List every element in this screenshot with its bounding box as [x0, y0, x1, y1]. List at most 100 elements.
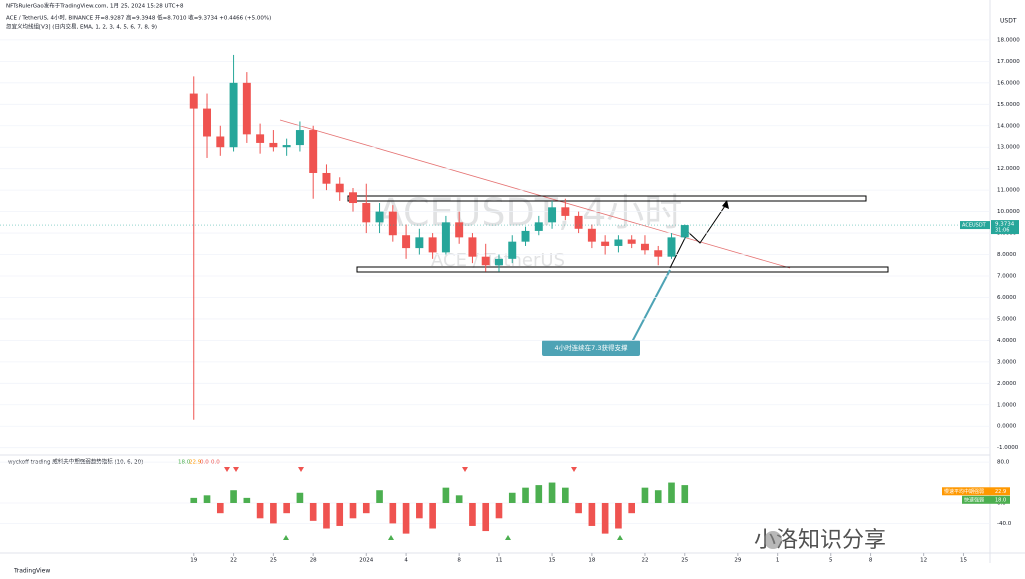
x-tick-label: 11	[495, 558, 502, 564]
y-tick-label: 0.0000	[997, 424, 1017, 430]
x-tick-label: 1	[776, 558, 780, 564]
callout-pointer	[631, 269, 671, 343]
histogram-bar	[588, 502, 596, 526]
y-tick-label: 3.0000	[997, 359, 1017, 365]
indicator-readout: 22.9	[189, 460, 202, 466]
candle-body	[680, 225, 689, 238]
histogram-bar	[389, 502, 397, 524]
x-tick-label: 22	[230, 558, 237, 564]
signal-marker	[505, 535, 511, 540]
callout-box	[542, 340, 640, 356]
candle-body	[521, 230, 530, 242]
candle-body	[561, 207, 570, 216]
candle-body	[309, 130, 318, 173]
slow-tag: 慢速平均中期强弱	[944, 488, 984, 495]
histogram-bar	[548, 482, 556, 503]
candle-body	[614, 239, 623, 246]
y-tick-label: 11.0000	[997, 188, 1020, 194]
y-tick-label: 10.0000	[997, 209, 1020, 215]
wechat-icon	[764, 531, 782, 549]
fast-value-box	[992, 495, 1010, 504]
indicator-readout: 18.0	[178, 460, 191, 466]
candle-body	[601, 241, 610, 246]
histogram-bar	[362, 502, 370, 514]
currency-label: USDT	[1000, 18, 1017, 25]
histogram-bar	[668, 482, 675, 503]
candle-body	[375, 211, 384, 223]
x-tick-label: 25	[681, 558, 688, 564]
fast-tag-box	[962, 495, 992, 504]
watermark-symbol: ACEUSDT, 4小时	[378, 191, 683, 235]
signal-marker	[617, 535, 623, 540]
indicator-title: wyckoff trading 威科夫中期强弱趋势指标 (10, 6, 20)	[8, 458, 143, 466]
price-tag-symbol: ACEUSDT	[962, 223, 987, 229]
candle-body	[402, 235, 411, 249]
candle-body	[362, 203, 371, 223]
indicator-readout: 0.0	[211, 460, 220, 466]
arrow-head	[722, 200, 729, 209]
candle-body	[189, 93, 198, 109]
candle-body	[349, 192, 357, 204]
histogram-bar	[243, 497, 251, 503]
candle-body	[428, 237, 437, 253]
y-tick-label: 7.0000	[997, 274, 1017, 280]
candle-body	[335, 183, 344, 193]
x-tick-label: 5	[829, 558, 833, 564]
histogram-bar	[641, 487, 649, 503]
path-arrow	[669, 202, 728, 269]
candle-body	[468, 237, 477, 257]
candle-body	[574, 215, 583, 229]
resistance-box	[347, 195, 867, 202]
candle-body	[282, 145, 291, 148]
candle-body	[654, 250, 663, 257]
x-tick-label: 15	[960, 558, 967, 564]
y-tick-label: 15.0000	[997, 102, 1020, 108]
signal-marker	[224, 467, 230, 472]
candle-body	[322, 172, 331, 184]
candle-body	[242, 82, 251, 135]
x-tick-label: 4	[404, 558, 408, 564]
x-tick-label: 2024	[359, 558, 373, 564]
histogram-bar	[429, 502, 436, 529]
histogram-bar	[455, 495, 463, 503]
candle-body	[441, 222, 450, 253]
price-tag-countdown: 31:06	[995, 228, 1009, 234]
indicator-readout: 0.0	[200, 460, 209, 466]
x-tick-label: 8	[869, 558, 873, 564]
candle-body	[508, 241, 517, 259]
support-box	[356, 266, 889, 273]
candle-body	[203, 108, 212, 137]
y-tick-label: -1.0000	[997, 445, 1019, 451]
callout-text: 4小时连续在7.3获得支撑	[555, 343, 628, 352]
histogram-bar	[336, 502, 344, 526]
histogram-bar	[495, 502, 503, 519]
y-tick-label: 8.0000	[997, 252, 1017, 258]
x-tick-label: 18	[588, 558, 595, 564]
x-tick-label: 28	[310, 558, 317, 564]
price-tag-symbol-box	[960, 221, 990, 230]
y-tick-label: 5.0000	[997, 316, 1017, 322]
header-line: 忽宜义均线组[V3] (日内交易, EMA, 1, 2, 3, 4, 5, 6,…	[6, 23, 157, 31]
histogram-bar	[442, 487, 450, 503]
y-tick-label: 1.0000	[997, 402, 1017, 408]
header-line: ACE / TetherUS, 4小时, BINANCE 开=8.9287 高=…	[6, 14, 271, 22]
signal-marker	[298, 467, 304, 472]
candle-body	[640, 243, 649, 251]
histogram-bar	[416, 502, 423, 519]
histogram-bar	[216, 502, 224, 514]
histogram-bar	[601, 502, 609, 534]
candle-body	[415, 237, 424, 249]
x-tick-label: 19	[190, 558, 197, 564]
signal-marker	[571, 467, 577, 472]
x-tick-label: 25	[270, 558, 277, 564]
histogram-bar	[323, 502, 330, 529]
histogram-bar	[270, 502, 277, 524]
signal-marker	[233, 467, 239, 472]
y-tick-label: 16.0000	[997, 80, 1020, 86]
signal-marker	[462, 467, 468, 472]
y-tick-label: 14.0000	[997, 123, 1020, 129]
candle-body	[455, 222, 464, 238]
y-tick-label: -40.0	[997, 521, 1012, 527]
histogram-bar	[575, 502, 582, 514]
